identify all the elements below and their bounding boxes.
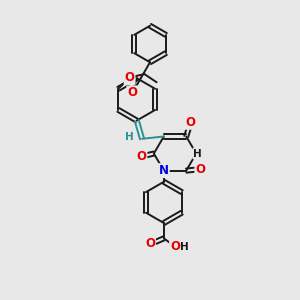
Text: O: O (186, 116, 196, 129)
Text: H: H (180, 242, 189, 252)
Text: O: O (124, 71, 135, 84)
Text: H: H (193, 148, 202, 158)
Text: O: O (127, 86, 137, 99)
Text: O: O (170, 240, 180, 253)
Text: H: H (125, 132, 134, 142)
Text: N: N (159, 164, 169, 177)
Text: O: O (195, 163, 205, 176)
Text: O: O (145, 237, 155, 250)
Text: O: O (136, 150, 146, 163)
